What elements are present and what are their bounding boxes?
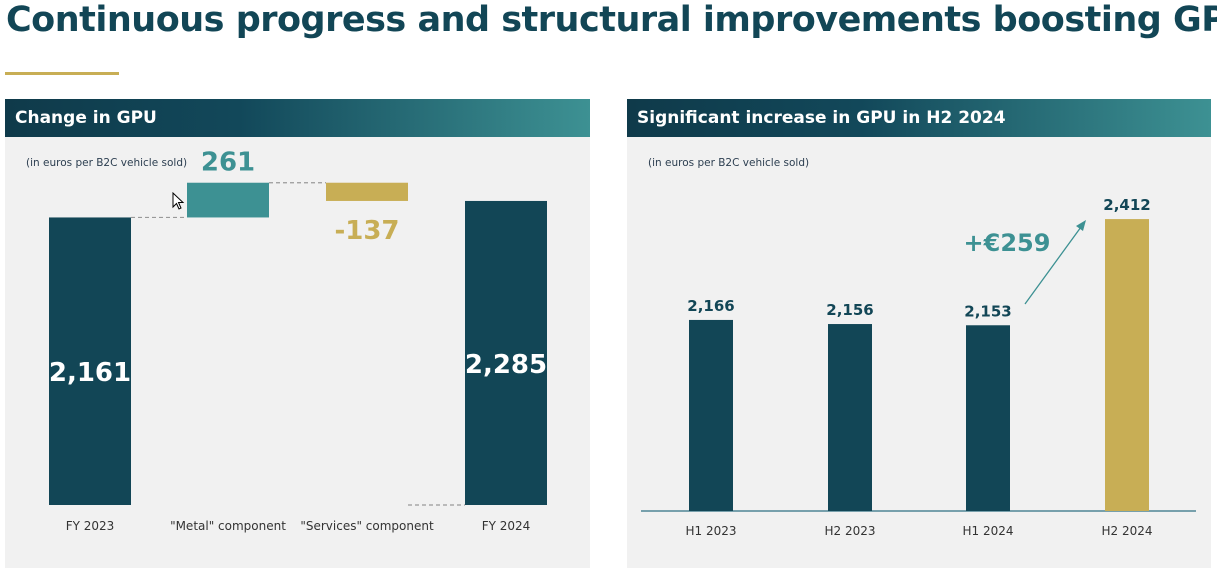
data-label: 2,153	[964, 302, 1011, 320]
data-label: -137	[334, 216, 399, 246]
bar-2	[326, 182, 408, 201]
category-label: FY 2024	[482, 519, 531, 533]
category-label: "Metal" component	[170, 519, 286, 533]
increase-annotation: +€259	[964, 229, 1051, 257]
category-label: H1 2024	[962, 524, 1013, 538]
bar-0	[689, 319, 733, 511]
category-label: "Services" component	[300, 519, 434, 533]
waterfall-chart: 2,161 FY 2023 261 "Metal" component -137 "Ser…	[49, 148, 547, 533]
data-label: 2,161	[49, 358, 131, 388]
data-label: 2,156	[826, 301, 873, 319]
arrow-head-icon	[1076, 220, 1086, 231]
bar-1	[187, 182, 269, 218]
data-label: 2,166	[687, 297, 734, 315]
data-label: 2,412	[1103, 196, 1150, 214]
unit-note: (in euros per B2C vehicle sold)	[26, 157, 188, 169]
bar-1	[828, 324, 872, 511]
title-underline	[5, 72, 119, 75]
mouse-cursor-icon	[172, 192, 185, 210]
data-label: 2,285	[465, 350, 547, 380]
data-label: 261	[201, 148, 255, 178]
unit-note: (in euros per B2C vehicle sold)	[648, 157, 810, 169]
half-year-bar-chart: 2,166 H1 2023 2,156 H2 2023 2,153 H1 2024 2,41…	[641, 196, 1196, 538]
h2-2024-panel: Significant increase in GPU in H2 2024 (…	[627, 99, 1211, 568]
growth-arrow-line	[1024, 226, 1082, 305]
change-in-gpu-panel: Change in GPU (in euros per B2C vehicle …	[5, 99, 590, 568]
bar-2	[966, 325, 1010, 511]
category-label: FY 2023	[66, 519, 115, 533]
bar-3	[465, 200, 547, 505]
panel-header: Change in GPU	[5, 99, 590, 137]
bar-0	[49, 217, 131, 505]
page-title: Continuous progress and structural impro…	[6, 0, 1217, 40]
panel-header: Significant increase in GPU in H2 2024	[627, 99, 1211, 137]
category-label: H2 2024	[1101, 524, 1152, 538]
bar-3	[1105, 219, 1149, 511]
category-label: H1 2023	[685, 524, 736, 538]
category-label: H2 2023	[824, 524, 875, 538]
